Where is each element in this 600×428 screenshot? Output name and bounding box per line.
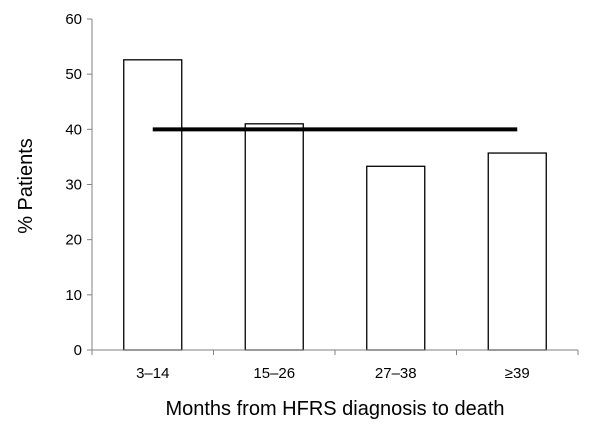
axes [87,18,579,355]
y-axis-ticks: 0 10 20 30 40 50 60 [65,11,82,359]
y-tick-label: 20 [65,232,82,249]
y-tick-label: 60 [65,11,82,28]
bar-0 [123,59,183,351]
bars [123,59,547,351]
y-tick-label: 40 [65,121,82,138]
x-tick-label: ≥39 [505,365,530,382]
bar-2 [366,165,426,351]
y-tick-label: 0 [74,342,82,359]
y-tick-label: 10 [65,287,82,304]
y-tick-label: 50 [65,66,82,83]
x-axis-title: Months from HFRS diagnosis to death [165,398,504,420]
bar-3 [487,152,547,351]
x-tick-label: 3–14 [136,365,169,382]
x-axis-tick-labels: 3–14 15–26 27–38 ≥39 [136,365,530,382]
x-tick-label: 15–26 [253,365,295,382]
y-tick-label: 30 [65,177,82,194]
y-axis-title: % Patients [15,138,37,234]
bar-1 [244,123,304,351]
x-tick-label: 27–38 [375,365,417,382]
